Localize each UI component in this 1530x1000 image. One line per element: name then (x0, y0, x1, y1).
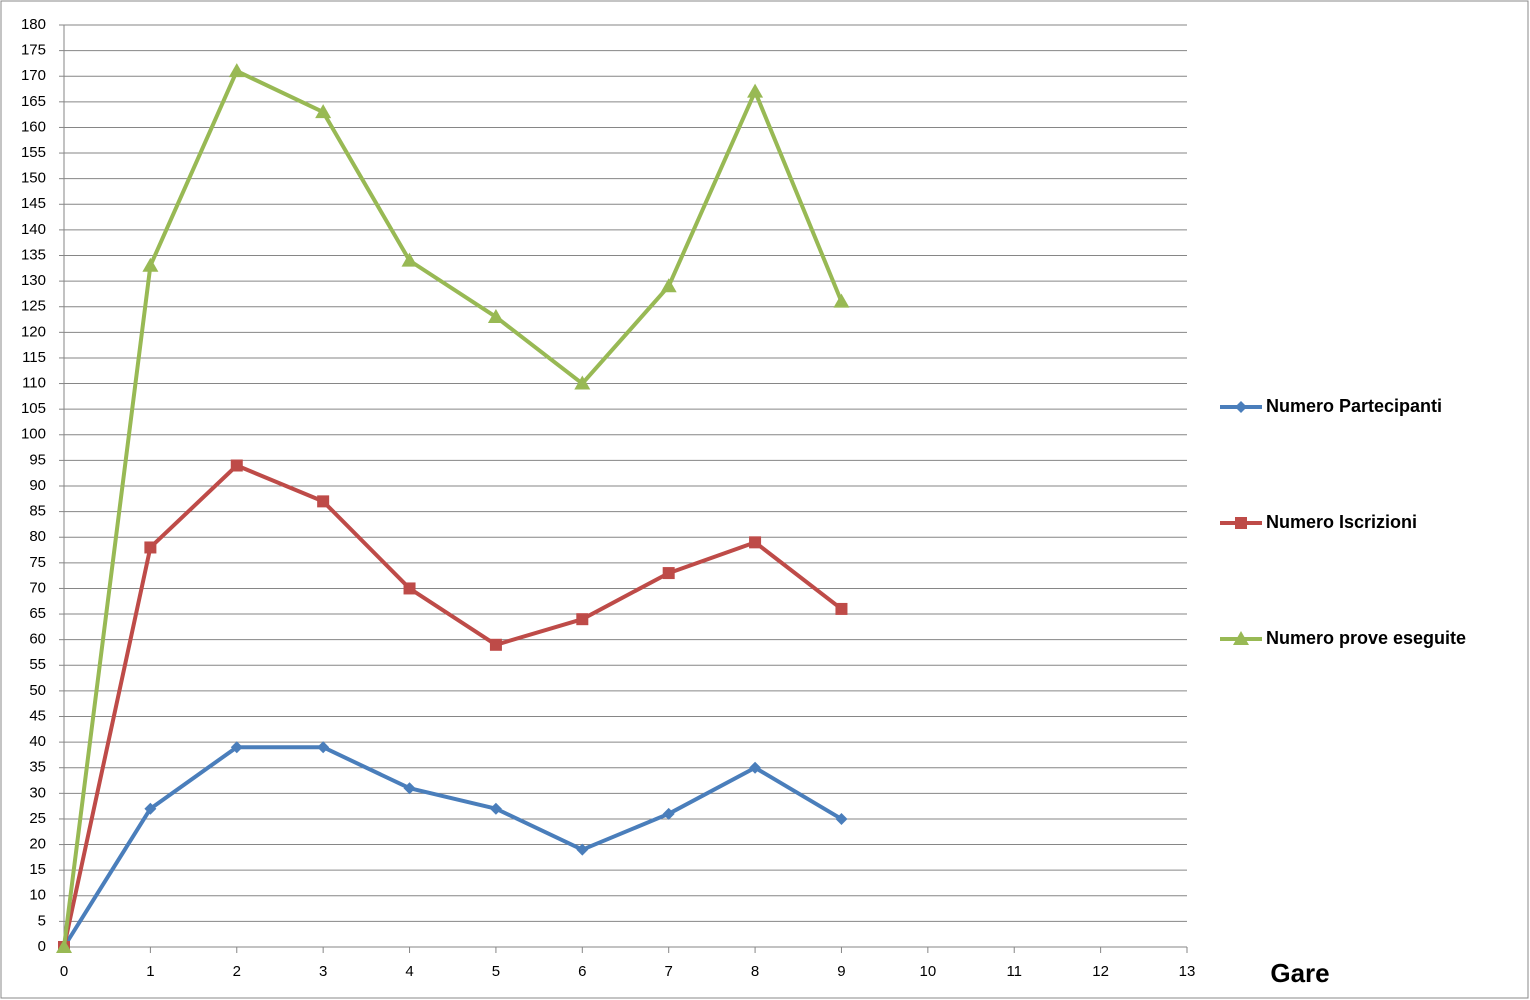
legend-label: Numero Iscrizioni (1266, 512, 1417, 532)
marker (489, 638, 502, 651)
x-tick-label: 0 (60, 963, 68, 980)
marker (835, 602, 848, 615)
y-tick-label: 105 (21, 400, 46, 417)
series-line (62, 69, 844, 948)
x-tick-label: 2 (233, 963, 241, 980)
y-tick-label: 0 (38, 938, 46, 955)
x-tick-label: 10 (920, 963, 937, 980)
y-tick-label: 95 (29, 451, 46, 468)
y-tick-label: 155 (21, 144, 46, 161)
legend-label: Numero Partecipanti (1266, 396, 1442, 416)
marker (576, 613, 589, 626)
series-line (62, 463, 843, 948)
y-tick-label: 110 (22, 375, 46, 392)
marker (835, 812, 848, 825)
x-tick-label: 8 (751, 963, 759, 980)
y-tick-label: 55 (29, 656, 46, 673)
x-tick-label: 13 (1179, 963, 1196, 980)
y-tick-label: 175 (21, 42, 46, 59)
y-tick-label: 80 (29, 528, 46, 545)
y-tick-label: 75 (29, 554, 46, 571)
x-tick-label: 11 (1006, 963, 1022, 980)
marker (144, 541, 157, 554)
y-tick-label: 165 (21, 93, 46, 110)
y-tick-label: 150 (21, 170, 46, 187)
x-tick-label: 12 (1092, 963, 1109, 980)
marker (228, 63, 245, 78)
marker (403, 582, 416, 595)
y-tick-label: 170 (21, 67, 46, 84)
y-tick-label: 120 (21, 323, 46, 340)
marker (660, 278, 677, 293)
marker (1235, 517, 1247, 529)
marker (317, 495, 330, 508)
series-line (62, 745, 843, 949)
x-tick-label: 1 (146, 963, 154, 980)
x-axis-label: Gare (1270, 958, 1329, 988)
y-tick-label: 115 (22, 349, 46, 366)
x-tick-label: 5 (492, 963, 500, 980)
y-tick-label: 85 (29, 503, 46, 520)
y-tick-label: 90 (29, 477, 46, 494)
y-tick-label: 140 (21, 221, 46, 238)
y-tick-label: 60 (29, 631, 46, 648)
marker (662, 567, 675, 580)
marker (1233, 631, 1249, 645)
y-tick-label: 40 (29, 733, 46, 750)
legend-label: Numero prove eseguite (1266, 628, 1466, 648)
x-tick-label: 3 (319, 963, 327, 980)
y-tick-label: 130 (21, 272, 46, 289)
marker (230, 741, 243, 754)
marker (747, 83, 764, 98)
y-tick-label: 30 (29, 784, 46, 801)
marker (142, 257, 159, 272)
y-tick-label: 100 (21, 426, 46, 443)
marker (317, 741, 330, 754)
x-tick-label: 9 (837, 963, 845, 980)
y-tick-label: 15 (29, 861, 46, 878)
marker (144, 802, 157, 815)
marker (315, 104, 332, 119)
y-tick-label: 5 (38, 912, 46, 929)
marker (401, 252, 418, 267)
marker (230, 459, 243, 472)
y-tick-label: 25 (29, 810, 46, 827)
y-tick-label: 50 (29, 682, 46, 699)
y-tick-label: 125 (21, 298, 46, 315)
marker (56, 939, 72, 953)
x-tick-label: 6 (578, 963, 586, 980)
y-tick-label: 160 (21, 118, 46, 135)
marker (749, 536, 762, 549)
marker (487, 308, 504, 323)
y-tick-label: 145 (21, 195, 46, 212)
marker (403, 782, 416, 795)
y-tick-label: 70 (29, 579, 46, 596)
y-tick-label: 135 (21, 246, 46, 263)
x-tick-label: 4 (405, 963, 413, 980)
marker (749, 761, 762, 774)
marker (662, 807, 675, 820)
x-tick-label: 7 (665, 963, 673, 980)
y-tick-label: 35 (29, 759, 46, 776)
marker (576, 843, 589, 856)
marker (574, 375, 591, 390)
y-tick-label: 65 (29, 605, 46, 622)
y-tick-label: 20 (29, 836, 46, 853)
marker (489, 802, 502, 815)
y-tick-label: 10 (29, 887, 46, 904)
y-tick-label: 180 (21, 16, 46, 33)
marker (833, 293, 850, 308)
marker (1235, 401, 1247, 413)
y-tick-label: 45 (29, 707, 46, 724)
